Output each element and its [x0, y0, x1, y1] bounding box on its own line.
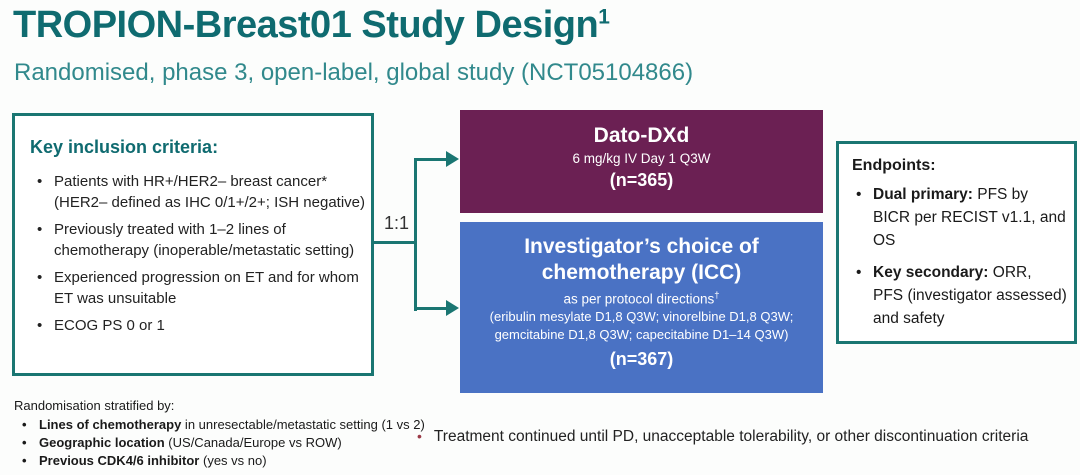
arrow-to-icc-shaft — [414, 307, 448, 310]
fork-stem-line — [372, 241, 417, 244]
treatment-note: • Treatment continued until PD, unaccept… — [417, 428, 1028, 446]
endpoints-heading: Endpoints: — [852, 157, 936, 174]
stratification-item: Previous CDK4/6 inhibitor (yes vs no) — [14, 453, 425, 468]
stratification-list: Lines of chemotherapy in unresectable/me… — [14, 417, 425, 468]
fork-vertical-line — [414, 158, 417, 311]
endpoints-list: Dual primary: PFS by BICR per RECIST v1.… — [852, 183, 1070, 330]
stratification-item: Lines of chemotherapy in unresectable/me… — [14, 417, 425, 432]
endpoint-item: Key secondary: ORR, PFS (investigator as… — [852, 261, 1070, 330]
arrow-to-dato-head-icon — [446, 151, 459, 167]
stratification-heading: Randomisation stratified by: — [14, 398, 175, 413]
stratification-item-rest: in unresectable/metastatic setting (1 vs… — [181, 417, 425, 432]
page-title-text: TROPION-Breast01 Study Design — [13, 4, 599, 46]
endpoint-item-rest: PFS by BICR per RECIST v1.1, and OS — [873, 186, 1066, 249]
stratification-item: Geographic location (US/Canada/Europe vs… — [14, 435, 425, 450]
icc-arm-title: Investigator’s choice of chemotherapy (I… — [524, 235, 759, 284]
inclusion-criteria-box: Key inclusion criteria: Patients with HR… — [12, 113, 374, 376]
endpoint-item: Dual primary: PFS by BICR per RECIST v1.… — [852, 183, 1070, 252]
endpoint-item-rest: ORR, PFS (investigator assessed) and saf… — [873, 264, 1067, 327]
page-title: TROPION-Breast01 Study Design1 — [13, 4, 610, 47]
stratification-item-lead: Geographic location — [39, 435, 165, 450]
stratification-item-rest: (yes vs no) — [199, 453, 267, 468]
inclusion-criteria-heading: Key inclusion criteria: — [30, 137, 219, 157]
icc-subtitle-dagger-superscript: † — [714, 290, 720, 301]
inclusion-item: Patients with HR+/HER2– breast cancer* (… — [30, 171, 365, 213]
endpoint-item-lead: Key secondary: — [873, 264, 989, 281]
stratification-item-rest: (US/Canada/Europe vs ROW) — [164, 435, 342, 450]
stratification-note: Randomisation stratified by: Lines of ch… — [14, 398, 425, 471]
icc-arm-details: (eribulin mesylate D1,8 Q3W; vinorelbine… — [489, 308, 794, 342]
icc-arm-subtitle-text: as per protocol directions — [563, 291, 715, 307]
icc-arm-box: Investigator’s choice of chemotherapy (I… — [460, 222, 823, 393]
endpoints-box: Endpoints: Dual primary: PFS by BICR per… — [836, 141, 1077, 344]
dato-dxd-arm-box: Dato-DXd 6 mg/kg IV Day 1 Q3W (n=365) — [460, 110, 823, 213]
endpoint-item-lead: Dual primary: — [873, 186, 973, 203]
dato-arm-n: (n=365) — [609, 170, 674, 190]
bullet-dot-icon: • — [417, 428, 422, 444]
inclusion-item: Previously treated with 1–2 lines of che… — [30, 219, 365, 261]
arrow-to-icc-head-icon — [446, 300, 459, 316]
dato-arm-dose: 6 mg/kg IV Day 1 Q3W — [572, 151, 711, 166]
icc-arm-subtitle: as per protocol directions† — [460, 290, 823, 307]
dato-arm-title: Dato-DXd — [593, 124, 690, 147]
treatment-note-text: Treatment continued until PD, unacceptab… — [433, 428, 1029, 445]
inclusion-criteria-list: Patients with HR+/HER2– breast cancer* (… — [30, 171, 365, 336]
inclusion-item: Experienced progression on ET and for wh… — [30, 267, 365, 309]
page-subtitle: Randomised, phase 3, open-label, global … — [14, 59, 694, 86]
arrow-to-dato-shaft — [414, 158, 448, 161]
inclusion-item: ECOG PS 0 or 1 — [30, 315, 365, 336]
title-reference-superscript: 1 — [598, 5, 610, 29]
stratification-item-lead: Previous CDK4/6 inhibitor — [39, 453, 200, 468]
randomisation-ratio-label: 1:1 — [384, 213, 410, 233]
stratification-item-lead: Lines of chemotherapy — [39, 417, 182, 432]
icc-arm-n: (n=367) — [609, 348, 674, 369]
